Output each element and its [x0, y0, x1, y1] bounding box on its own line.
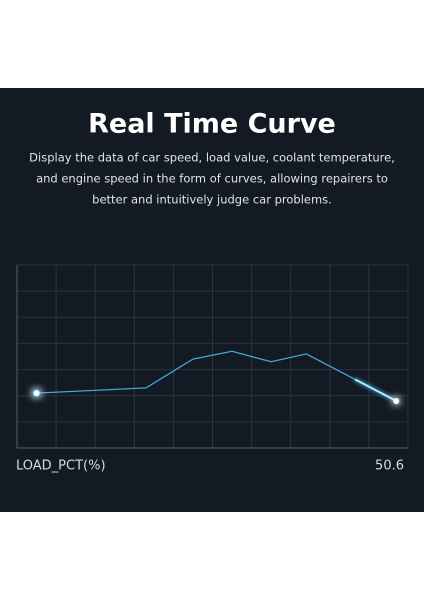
- grid: [16, 264, 409, 449]
- subtitle-line: Display the data of car speed, load valu…: [29, 151, 395, 165]
- comet-core: [354, 378, 398, 402]
- series-label: LOAD_PCT(%): [16, 459, 106, 474]
- plot: [32, 350, 400, 404]
- start-dot: [32, 389, 41, 398]
- subtitle-line: and engine speed in the form of curves, …: [36, 172, 388, 186]
- series-line: [36, 350, 397, 402]
- subtitle: Display the data of car speed, load valu…: [29, 151, 395, 207]
- subtitle-line: better and intuitively judge car problem…: [92, 193, 332, 207]
- current-value: 50.6: [375, 459, 404, 474]
- title: Real Time Curve: [88, 109, 336, 140]
- comet-head: [393, 397, 400, 404]
